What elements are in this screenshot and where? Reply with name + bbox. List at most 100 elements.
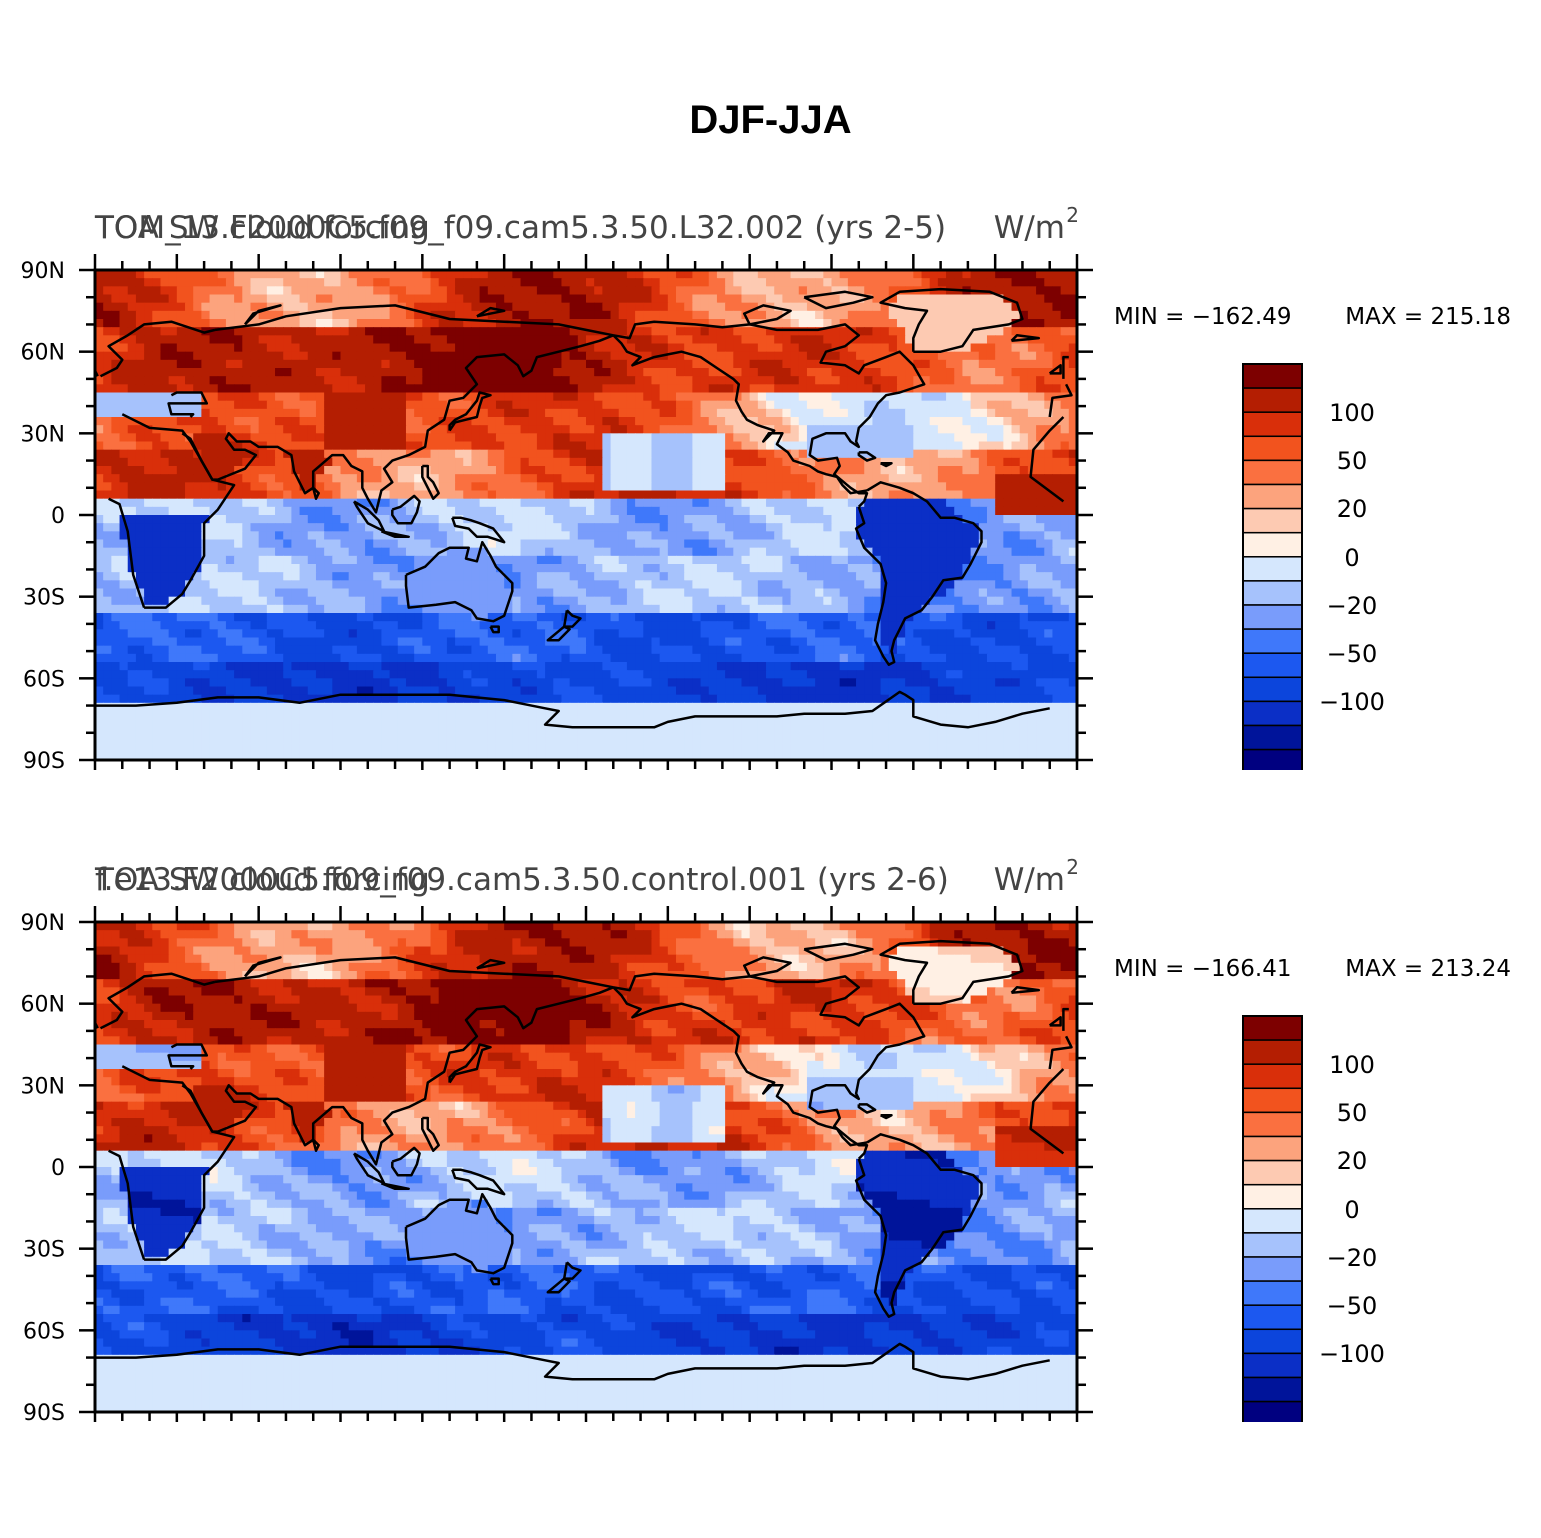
field-cell (348, 466, 358, 475)
field-cell (561, 441, 571, 451)
field-cell (95, 408, 104, 418)
field-cell (1019, 572, 1029, 581)
field-cell (692, 392, 702, 402)
field-cell (160, 498, 170, 508)
field-cell (332, 490, 342, 500)
field-cell (569, 539, 579, 549)
field-cell (528, 417, 538, 426)
field-cell (95, 506, 104, 516)
field-cell (651, 270, 661, 279)
field-cell (152, 294, 162, 304)
field-cell (111, 392, 121, 402)
field-cell (127, 359, 137, 369)
field-cell (667, 343, 677, 353)
field-cell (970, 466, 980, 475)
field-cell (725, 474, 734, 483)
field-cell (749, 531, 759, 541)
field-cell (749, 359, 759, 369)
field-cell (307, 498, 317, 508)
field-cell (635, 498, 644, 508)
field-cell (626, 384, 636, 394)
field-cell (741, 441, 751, 451)
field-cell (422, 555, 432, 565)
field-cell (577, 327, 587, 336)
field-cell (602, 482, 612, 492)
field-cell (545, 270, 554, 279)
field-cell (217, 351, 227, 361)
field-cell (438, 392, 448, 402)
field-cell (978, 531, 988, 541)
field-cell (1068, 564, 1078, 573)
field-cell (324, 343, 333, 353)
field-cell (569, 433, 579, 443)
field-cell (266, 294, 276, 304)
field-cell (536, 286, 546, 296)
field-cell (995, 359, 1004, 369)
field-cell (667, 457, 677, 467)
field-cell (1036, 474, 1045, 483)
field-cell (234, 417, 243, 426)
field-cell (193, 310, 202, 320)
field-cell (1052, 441, 1062, 451)
field-cell (266, 596, 276, 606)
field-cell (921, 408, 931, 418)
field-cell (356, 400, 366, 410)
field-cell (700, 523, 710, 532)
field-cell (937, 384, 947, 394)
field-cell (250, 359, 260, 369)
field-cell (291, 400, 301, 410)
field-cell (602, 572, 612, 581)
field-cell (324, 457, 333, 467)
field-cell (561, 490, 571, 500)
field-cell (193, 302, 202, 312)
field-cell (1060, 384, 1070, 394)
field-cell (937, 441, 947, 451)
field-cell (790, 425, 800, 434)
field-cell (1060, 286, 1070, 296)
field-cell (504, 449, 513, 459)
field-cell (225, 392, 235, 402)
field-cell (397, 286, 407, 296)
field-cell (95, 457, 104, 467)
field-cell (831, 498, 841, 508)
field-cell (626, 359, 636, 369)
field-cell (315, 433, 325, 443)
field-cell (929, 466, 939, 475)
field-cell (774, 555, 783, 565)
field-cell (995, 498, 1004, 508)
field-cell (438, 368, 448, 377)
field-cell (340, 441, 350, 451)
field-cell (201, 343, 211, 353)
field-cell (283, 547, 292, 557)
field-cell (896, 351, 906, 361)
field-cell (324, 278, 333, 287)
field-cell (225, 596, 235, 606)
field-cell (234, 294, 243, 304)
field-cell (111, 449, 121, 459)
field-cell (455, 294, 464, 304)
field-cell (676, 302, 685, 312)
field-cell (962, 588, 972, 598)
field-cell (438, 482, 448, 492)
field-cell (749, 400, 759, 410)
field-cell (766, 564, 775, 573)
field-cell (225, 286, 235, 296)
field-cell (299, 368, 309, 377)
field-cell (954, 270, 964, 279)
field-cell (250, 368, 260, 377)
field-cell (839, 376, 849, 385)
field-cell (1011, 596, 1021, 606)
field-cell (340, 351, 350, 361)
field-cell (487, 343, 497, 353)
field-cell (495, 359, 505, 369)
field-cell (913, 515, 923, 524)
field-cell (446, 343, 456, 353)
field-cell (839, 547, 849, 557)
field-cell (774, 376, 783, 385)
field-cell (242, 506, 252, 516)
field-cell (234, 278, 243, 287)
field-cell (757, 523, 767, 532)
field-cell (708, 466, 718, 475)
field-cell (103, 604, 112, 614)
field-cell (103, 474, 112, 483)
